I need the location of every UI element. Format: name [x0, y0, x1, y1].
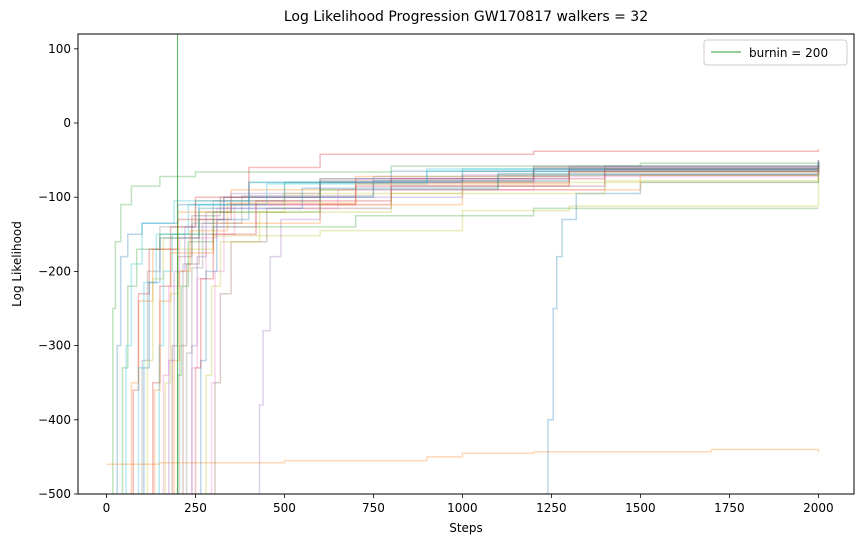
chart-title: Log Likelihood Progression GW170817 walk… — [284, 9, 648, 25]
walker-series-27 — [161, 169, 820, 494]
walker-series-13 — [120, 207, 819, 494]
walker-series-18 — [177, 160, 820, 494]
walker-series-6 — [181, 160, 820, 494]
walker-series-19 — [145, 176, 820, 494]
x-axis-title: Steps — [449, 521, 483, 535]
walker-series-29 — [204, 173, 820, 494]
y-axis-ticks: −500 −400 −300 −200 −100 0 100 — [38, 42, 78, 501]
plot-area — [77, 33, 855, 495]
walker-series-10 — [156, 163, 820, 494]
walker-series-9 — [163, 171, 820, 494]
walker-series-21 — [199, 164, 820, 494]
walker-series-11 — [544, 175, 820, 494]
walker-series-31 — [142, 165, 820, 494]
walker-series-12 — [106, 448, 820, 466]
walker-series-24 — [193, 163, 820, 494]
walker-series-17 — [190, 166, 820, 494]
x-tick-label: 1750 — [714, 501, 745, 515]
y-tick-label: −200 — [38, 264, 71, 278]
x-tick-label: 1000 — [447, 501, 478, 515]
walker-series-26 — [213, 164, 820, 494]
x-tick-label: 250 — [184, 501, 207, 515]
walker-series-28 — [184, 160, 820, 494]
y-tick-label: 0 — [63, 116, 71, 130]
walker-series-16 — [170, 163, 820, 494]
walker-series-23 — [175, 166, 820, 494]
y-tick-label: 100 — [48, 42, 71, 56]
walker-series-15 — [257, 161, 820, 494]
walker-series-20 — [136, 163, 820, 494]
x-tick-label: 1250 — [536, 501, 567, 515]
legend-label: burnin = 200 — [749, 46, 828, 60]
walker-series-25 — [167, 161, 820, 494]
walker-series-22 — [152, 169, 820, 494]
walker-series-5 — [188, 164, 820, 494]
legend: burnin = 200 — [703, 39, 848, 66]
x-tick-label: 0 — [103, 501, 111, 515]
x-axis-ticks: 0 250 500 750 1000 1250 1500 1750 2000 — [103, 494, 834, 515]
y-tick-label: −100 — [38, 190, 71, 204]
walker-series-4 — [149, 149, 820, 494]
y-axis-title: Log Likelihood — [10, 221, 24, 307]
y-tick-label: −300 — [38, 339, 71, 353]
walker-series-30 — [124, 161, 820, 494]
y-tick-label: −500 — [38, 487, 71, 501]
x-tick-label: 750 — [362, 501, 385, 515]
x-tick-label: 1500 — [625, 501, 656, 515]
x-tick-label: 500 — [273, 501, 296, 515]
series-layer — [106, 149, 820, 494]
walker-series-32 — [172, 166, 820, 494]
walker-series-8 — [140, 163, 820, 494]
walker-series-3 — [111, 161, 820, 494]
y-tick-label: −400 — [38, 413, 71, 427]
plot-frame — [77, 33, 855, 495]
legend-box — [703, 39, 848, 66]
walker-series-7 — [209, 167, 820, 494]
x-tick-label: 2000 — [803, 501, 834, 515]
